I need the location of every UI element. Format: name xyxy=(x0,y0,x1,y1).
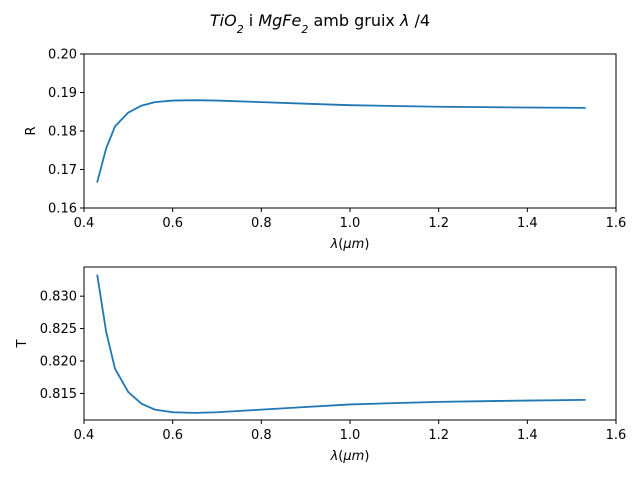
y-tick-label: 0.18 xyxy=(48,125,77,140)
series-line xyxy=(96,274,586,414)
top-subplot-reflectance: 0.4 0.6 0.8 1.0 1.2 1.4 1.6 0.16 0.17 0.18 0.19 0.2… xyxy=(24,48,626,253)
x-tick-label: 0.8 xyxy=(251,216,272,231)
y-axis-label: R xyxy=(24,126,39,135)
text-run: /4 xyxy=(409,11,430,30)
text-run: 2 xyxy=(237,23,244,36)
text-run: i xyxy=(244,11,259,30)
x-tick-label: 0.4 xyxy=(74,216,95,231)
axes-frame xyxy=(83,266,617,421)
text-run: 2 xyxy=(301,23,308,36)
text-run: λ xyxy=(330,237,339,252)
text-run: ( xyxy=(338,237,343,252)
y-tick-label: 0.820 xyxy=(40,355,77,370)
x-tick-label: 1.6 xyxy=(606,216,627,231)
text-run: ) xyxy=(364,237,369,252)
y-tick-label: 0.830 xyxy=(40,290,77,305)
x-axis-label: λ(μm) xyxy=(330,237,370,252)
x-tick-label: 1.4 xyxy=(517,216,538,231)
bottom-subplot-transmittance: 0.4 0.6 0.8 1.0 1.2 1.4 1.6 0.815 0.820 0.825 0.83… xyxy=(15,266,627,464)
text-run: ) xyxy=(364,449,369,464)
axes-frame xyxy=(83,53,617,209)
series-line xyxy=(96,99,586,183)
text-run: μm xyxy=(342,237,364,252)
y-tick-label: 0.19 xyxy=(48,86,77,101)
y-tick-label: 0.825 xyxy=(40,322,77,337)
x-tick-label: 1.2 xyxy=(428,428,449,443)
x-tick-label: 0.6 xyxy=(162,428,183,443)
text-run: λ xyxy=(399,11,409,30)
x-tick-label: 1.2 xyxy=(428,216,449,231)
x-tick-label: 1.0 xyxy=(340,428,361,443)
figure-title: TiO2 i MgFe2 amb gruix λ /4 xyxy=(210,11,430,36)
text-run: ( xyxy=(338,449,343,464)
x-tick-label: 0.4 xyxy=(74,428,95,443)
x-tick-label: 1.4 xyxy=(517,428,538,443)
text-run: TiO xyxy=(210,11,237,30)
x-tick-label: 0.6 xyxy=(162,216,183,231)
y-tick-label: 0.20 xyxy=(48,48,77,63)
text-run: λ xyxy=(330,449,339,464)
y-tick-label: 0.17 xyxy=(48,163,77,178)
y-tick-label: 0.815 xyxy=(40,387,77,402)
x-axis-label: λ(μm) xyxy=(330,449,370,464)
text-run: amb gruix xyxy=(308,11,400,30)
text-run: μm xyxy=(342,449,364,464)
x-tick-label: 0.8 xyxy=(251,428,272,443)
text-run: MgFe xyxy=(258,11,301,30)
x-tick-label: 1.0 xyxy=(340,216,361,231)
y-axis-label: T xyxy=(15,339,30,348)
x-tick-label: 1.6 xyxy=(606,428,627,443)
y-tick-label: 0.16 xyxy=(48,202,77,217)
